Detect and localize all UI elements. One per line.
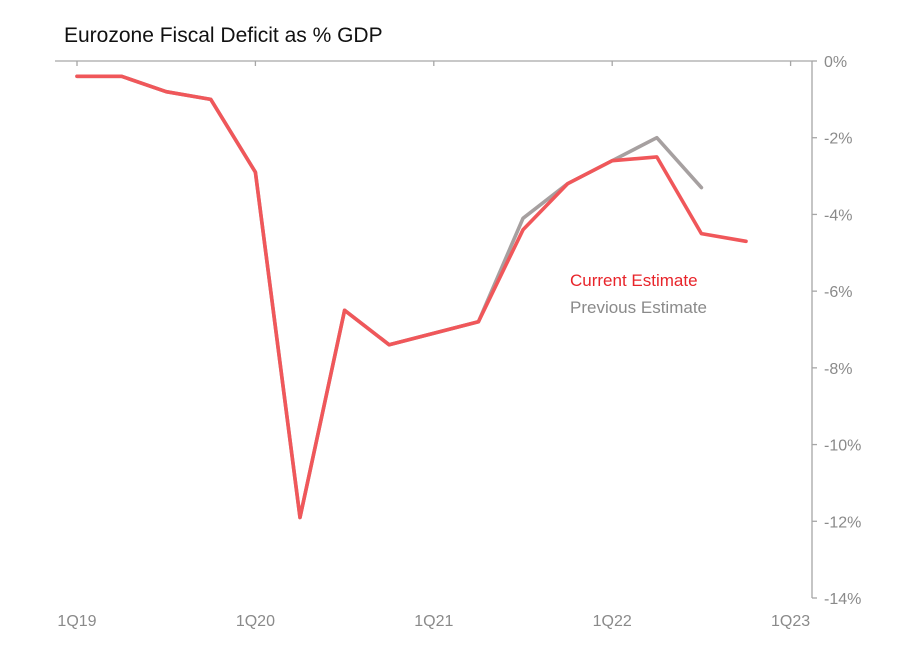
legend-current-estimate: Current Estimate — [570, 271, 698, 290]
y-tick-label: -6% — [824, 284, 852, 301]
y-tick-label: -10% — [824, 438, 861, 455]
series-line-previous-estimate — [75, 74, 704, 520]
legend-previous-estimate: Previous Estimate — [570, 298, 707, 317]
x-tick-label: 1Q23 — [771, 613, 810, 630]
x-tick-label: 1Q19 — [57, 613, 96, 630]
y-tick-label: -8% — [824, 361, 852, 378]
y-tick-label: -2% — [824, 131, 852, 148]
x-tick-label: 1Q21 — [414, 613, 453, 630]
legend: Current Estimate Previous Estimate — [570, 271, 707, 317]
axes — [55, 60, 813, 598]
x-tick-label: 1Q22 — [593, 613, 632, 630]
x-tick-label: 1Q20 — [236, 613, 275, 630]
y-tick-label: -4% — [824, 207, 852, 224]
x-axis-ticks: 1Q19 1Q20 1Q21 1Q22 1Q23 — [57, 61, 810, 630]
chart-title: Eurozone Fiscal Deficit as % GDP — [64, 24, 383, 47]
y-tick-label: -14% — [824, 591, 861, 608]
y-tick-label: 0% — [824, 54, 847, 71]
series-lines — [75, 74, 748, 520]
y-tick-label: -12% — [824, 514, 861, 531]
y-axis-ticks: 0% -2% -4% -6% -8% -10% -12% -14% — [812, 54, 861, 608]
series-line-current-estimate — [75, 74, 748, 520]
